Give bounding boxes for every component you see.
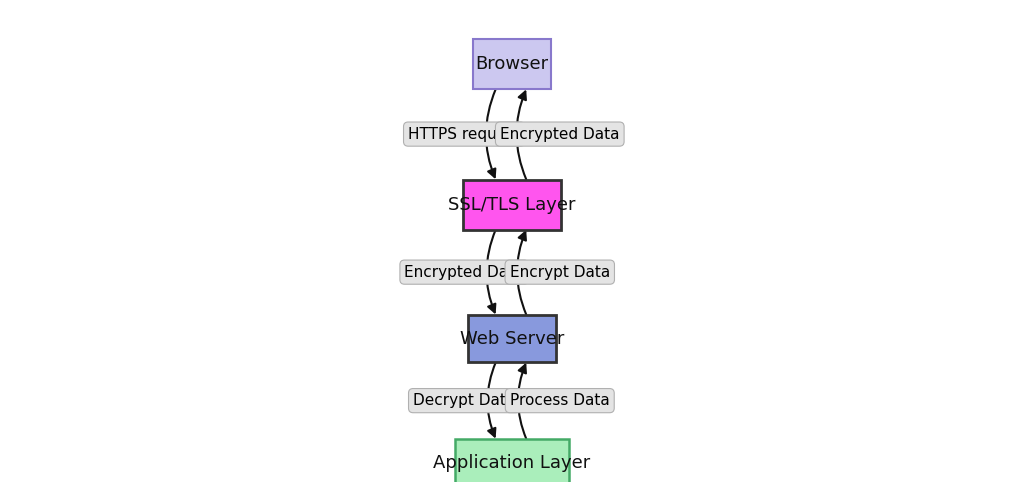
Text: Encrypt Data: Encrypt Data <box>510 265 610 279</box>
FancyBboxPatch shape <box>468 314 556 363</box>
FancyBboxPatch shape <box>455 439 569 486</box>
Text: Process Data: Process Data <box>510 393 609 408</box>
Text: Web Server: Web Server <box>460 330 564 347</box>
Text: SSL/TLS Layer: SSL/TLS Layer <box>449 196 575 214</box>
Text: Encrypted Data: Encrypted Data <box>404 265 524 279</box>
Text: Encrypted Data: Encrypted Data <box>500 126 620 141</box>
Text: Browser: Browser <box>475 55 549 73</box>
FancyBboxPatch shape <box>463 180 561 230</box>
Text: Application Layer: Application Layer <box>433 454 591 472</box>
Text: Decrypt Data: Decrypt Data <box>413 393 515 408</box>
Text: HTTPS request: HTTPS request <box>409 126 520 141</box>
FancyBboxPatch shape <box>473 39 551 89</box>
